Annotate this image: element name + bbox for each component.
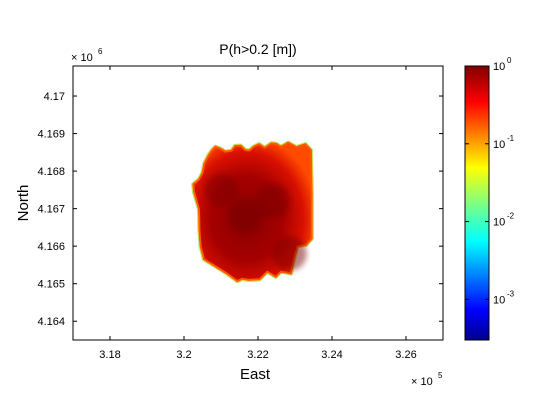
x-axis: 3.18 3.2 3.22 3.24 3.26 <box>99 66 417 361</box>
y-tick-label: 4.166 <box>37 241 65 253</box>
colorbar-tick-base: 10 <box>493 61 505 73</box>
x-tick-label: 3.2 <box>176 349 191 361</box>
colorbar-tick-base: 10 <box>493 294 505 306</box>
x-multiplier-exponent: 5 <box>438 371 443 380</box>
y-multiplier-base: × 10 <box>71 52 93 64</box>
x-tick-label: 3.26 <box>395 349 416 361</box>
colorbar-tick-exponent: -3 <box>507 289 515 298</box>
y-tick-label: 4.169 <box>37 129 65 141</box>
y-tick-label: 4.165 <box>37 279 65 291</box>
region-hotspot <box>227 198 264 235</box>
x-tick-label: 3.22 <box>247 349 268 361</box>
colorbar-tick-exponent: -2 <box>507 212 515 221</box>
x-axis-label: East <box>240 366 271 383</box>
colorbar-tick-base: 10 <box>493 139 505 151</box>
x-tick-label: 3.24 <box>321 349 342 361</box>
colorbar-gradient <box>464 65 490 341</box>
x-multiplier-base: × 10 <box>411 376 433 388</box>
region-hotspot <box>255 183 291 219</box>
plot-area: 3.18 3.2 3.22 3.24 3.26 4.164 4.165 4.166 4.167… <box>37 65 444 361</box>
y-multiplier-exponent: 6 <box>98 47 103 56</box>
y-axis-label: North <box>15 185 32 222</box>
colorbar-tick-base: 10 <box>493 217 505 229</box>
region-hotspot <box>204 173 238 207</box>
y-tick-label: 4.167 <box>37 204 65 216</box>
y-tick-label: 4.164 <box>37 316 65 328</box>
x-tick-label: 3.18 <box>99 349 120 361</box>
region-hotspot <box>272 236 307 271</box>
colorbar-tick-exponent: 0 <box>507 56 512 65</box>
x-axis-multiplier: × 10 5 <box>411 371 443 388</box>
colorbar-tick-exponent: -1 <box>507 134 515 143</box>
y-tick-label: 4.17 <box>44 91 65 103</box>
y-axis-multiplier: × 10 6 <box>71 47 103 64</box>
y-axis: 4.164 4.165 4.166 4.167 4.168 4.169 4.17 <box>37 91 443 328</box>
probability-region <box>191 140 314 284</box>
y-tick-label: 4.168 <box>37 166 65 178</box>
chart-title: P(h>0.2 [m]) <box>219 41 296 57</box>
